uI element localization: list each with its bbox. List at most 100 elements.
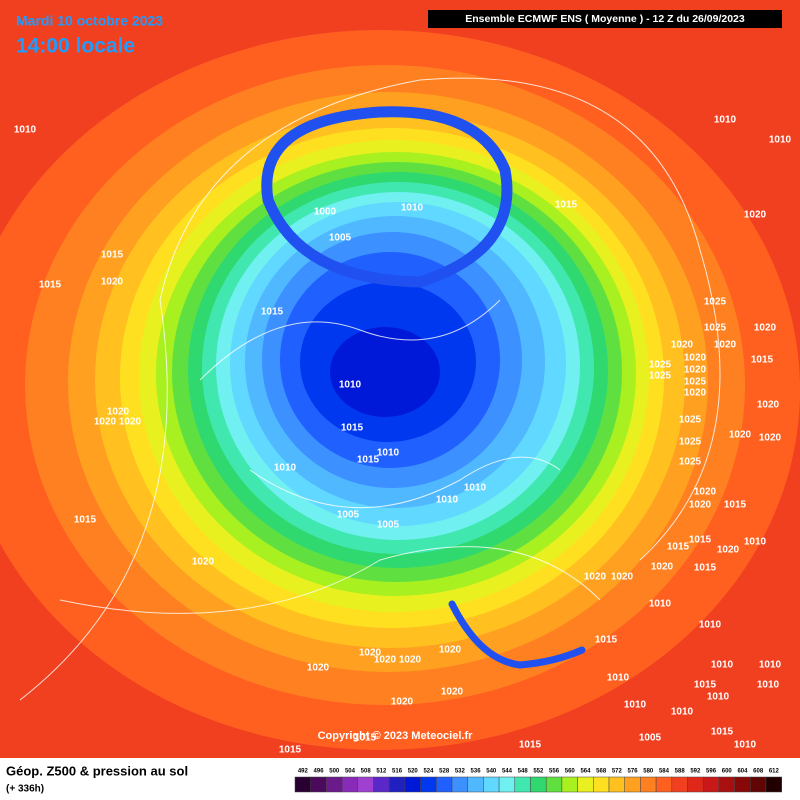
scale-label: 572 [612,769,623,775]
isobar-label: 1025 [679,415,702,426]
isobar-label: 1020 [744,210,767,221]
isobar-label: 1020 [399,655,422,666]
scale-label: 596 [706,769,717,775]
scale-label: 508 [361,769,372,775]
scale-swatch [514,776,531,793]
isobar-label: 1015 [101,250,124,261]
isobar-label: 1015 [711,727,734,738]
scale-swatch [388,776,406,793]
isobar-label: 1020 [694,487,717,498]
scale-label: 532 [455,769,466,775]
isobar-label: 1015 [74,515,97,526]
scale-swatch [467,776,484,793]
scale-swatch [498,776,516,793]
isobar-label: 1020 [684,353,707,364]
scale-label: 492 [298,769,309,775]
model-info: Ensemble ECMWF ENS ( Moyenne ) - 12 Z du… [465,13,745,25]
scale-swatch [750,776,767,793]
isobar-label: 1015 [357,455,380,466]
scale-swatch [310,776,327,793]
isobar-label: 1015 [354,733,377,744]
scale-label: 512 [376,769,387,775]
isobar-label: 1020 [119,417,142,428]
isobar-label: 1020 [684,388,707,399]
scale-swatch [640,776,657,793]
isobar-label: 1020 [441,687,464,698]
isobar-label: 1005 [639,733,662,744]
isobar-label: 1015 [667,542,690,553]
isobar-label: 1010 [711,660,734,671]
isobar-label: 1010 [714,115,737,126]
footer-title: Géop. Z500 & pression au sol [6,763,188,778]
isobar-label: 1020 [584,572,607,583]
scale-swatch [624,776,641,793]
isobar-label: 1020 [754,323,777,334]
scale-label: 608 [753,769,764,775]
isobar-label: 1020 [671,340,694,351]
isobar-label: 1000 [314,207,337,218]
isobar-label: 1015 [261,307,284,318]
isobar-label: 1020 [611,572,634,583]
isobar [19,77,721,701]
isobar-label: 1015 [689,535,712,546]
scale-label: 552 [533,769,544,775]
scale-label: 496 [314,769,325,775]
scale-swatch [341,776,359,793]
isobar-label: 1010 [14,125,37,136]
scale-swatch [577,776,594,793]
isobar-label: 1005 [377,520,400,531]
isobar-label: 1010 [744,537,767,548]
isobar-label: 1015 [694,680,717,691]
scale-label: 524 [423,769,434,775]
scale-label: 540 [486,769,497,775]
scale-label: 588 [675,769,686,775]
isobar-label: 1005 [337,510,360,521]
scale-label: 528 [439,769,450,775]
scale-swatch [561,776,578,793]
highlight-curve [448,600,586,669]
scale-label: 504 [345,769,356,775]
highlight-loop [261,106,513,288]
scale-swatch [404,776,421,793]
isobar-label: 1020 [689,500,712,511]
isobar-label: 1020 [759,433,782,444]
isobar-label: 1010 [624,700,647,711]
footer-lead: (+ 336h) [6,784,44,795]
isobar [249,456,561,509]
isobar [59,546,601,614]
isobar-label: 1010 [339,380,362,391]
isobar-label: 1010 [377,448,400,459]
isobar-label: 1020 [94,417,117,428]
scale-label: 536 [471,769,482,775]
scale-label: 592 [690,769,701,775]
scale-label: 568 [596,769,607,775]
isobar-label: 1010 [734,740,757,751]
scale-label: 560 [565,769,576,775]
scale-swatch [420,776,437,793]
scale-swatch [765,776,782,793]
isobar-label: 1020 [717,545,740,556]
isobar-label: 1020 [107,407,130,418]
scale-label: 520 [408,769,419,775]
scale-swatch [593,776,610,793]
isobar-label: 1015 [341,423,364,434]
isobar-label: 1015 [724,500,747,511]
isobar-label: 1010 [649,599,672,610]
isobar-label: 1025 [704,297,727,308]
scale-label: 600 [722,769,733,775]
time: 14:00 locale [16,35,135,58]
scale-swatch [357,776,374,793]
isobar-label: 1020 [757,400,780,411]
scale-label: 604 [737,769,748,775]
isobar-label: 1020 [651,562,674,573]
isobar-label: 1020 [101,277,124,288]
scale-label: 556 [549,769,560,775]
isobar-label: 1015 [519,740,542,751]
isobar-label: 1020 [729,430,752,441]
scale-swatch [702,776,720,793]
isobar-label: 1025 [649,360,672,371]
scale-swatch [483,776,500,793]
scale-swatch [687,776,704,793]
color-scale: 492 496 500 504 508 512 516 520 524 528 532 536 540 5… [294,769,782,793]
scale-swatch [373,776,390,793]
